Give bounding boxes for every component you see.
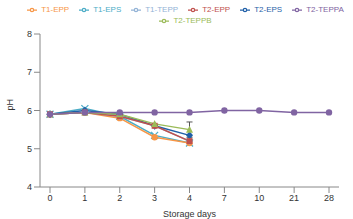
html-text:T1-TEPP: T1-TEPP [145, 5, 179, 14]
html-text:T2-TEPPA: T2-TEPPA [306, 5, 344, 14]
html-text:T2-EPP: T2-EPP [202, 5, 231, 14]
svg-text:7: 7 [27, 67, 32, 77]
html-text:T2-EPS: T2-EPS [254, 5, 283, 14]
svg-text:21: 21 [289, 193, 299, 203]
svg-text:4: 4 [27, 182, 32, 192]
svg-text:4: 4 [187, 193, 192, 203]
svg-text:28: 28 [324, 193, 334, 203]
svg-text:6: 6 [27, 106, 32, 116]
html-text:T2-TEPPB: T2-TEPPB [173, 16, 212, 25]
html-text:T1-EPP: T1-EPP [41, 5, 70, 14]
svg-text:Storage days: Storage days [163, 209, 217, 219]
svg-text:0: 0 [47, 193, 52, 203]
svg-text:5: 5 [27, 144, 32, 154]
svg-text:pH: pH [8, 99, 15, 111]
html-text:T1-EPS: T1-EPS [93, 5, 122, 14]
svg-text:10: 10 [254, 193, 264, 203]
svg-text:1: 1 [82, 193, 87, 203]
svg-text:3: 3 [152, 193, 157, 203]
svg-text:8: 8 [27, 29, 32, 39]
svg-text:7: 7 [222, 193, 227, 203]
svg-text:2: 2 [117, 193, 122, 203]
